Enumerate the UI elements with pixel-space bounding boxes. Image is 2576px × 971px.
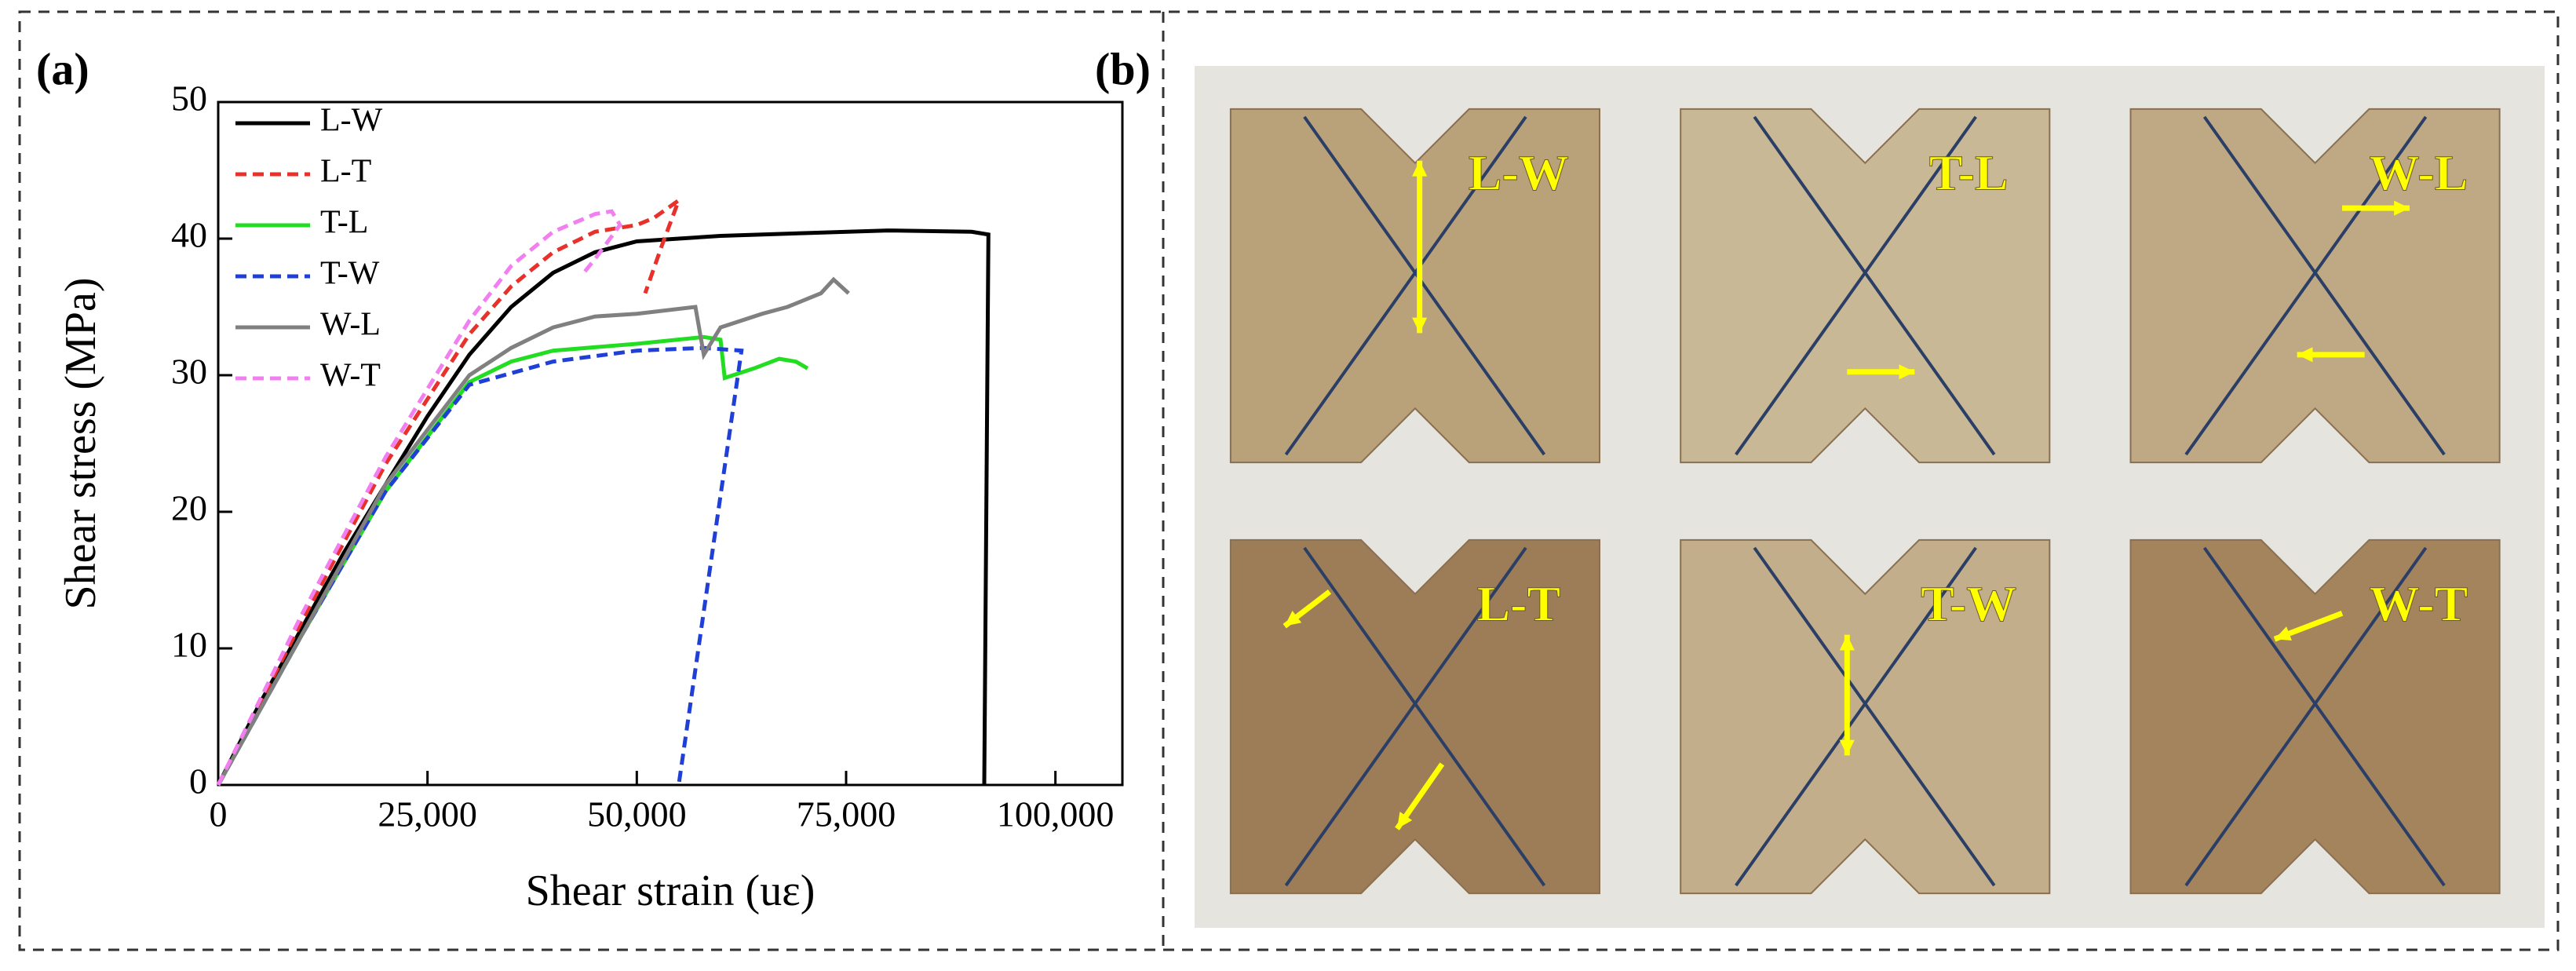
arrow-head <box>1839 739 1855 756</box>
legend-label: L-T <box>320 154 371 190</box>
y-tick-label: 30 <box>171 352 207 392</box>
panel-label: (a) <box>36 43 89 94</box>
specimen-marking <box>1303 115 1546 456</box>
x-tick-label: 75,000 <box>797 794 896 834</box>
specimen-marking <box>2202 546 2446 887</box>
specimen-label: L-T <box>1476 575 1560 631</box>
figure-border <box>18 10 2560 951</box>
arrow-head <box>1899 364 1915 380</box>
series-line <box>216 334 809 787</box>
arrow-head <box>1397 812 1413 829</box>
series-line <box>216 228 991 787</box>
specimen-marking <box>1735 115 1977 456</box>
specimen-marking <box>2184 115 2428 456</box>
specimen-marking <box>2202 115 2446 456</box>
panel-label: (b) <box>1095 43 1151 94</box>
arrow-head <box>1839 634 1855 651</box>
y-axis-label: Shear stress (MPa) <box>57 277 105 609</box>
y-tick-label: 40 <box>171 215 207 255</box>
legend-label: W-T <box>320 358 381 394</box>
specimen-marking <box>1303 546 1546 887</box>
specimen <box>1229 538 1600 895</box>
specimen-marking <box>2184 546 2428 887</box>
arrow-head <box>1412 160 1428 177</box>
series-line <box>216 209 623 787</box>
specimen-marking <box>1735 546 1977 887</box>
x-tick-label: 0 <box>210 794 228 834</box>
x-axis-label: Shear strain (uε) <box>526 867 815 915</box>
specimen-marking <box>1284 546 1527 887</box>
specimen-label: W-L <box>2370 144 2468 200</box>
legend-label: T-W <box>320 256 380 292</box>
series-line <box>216 345 744 787</box>
legend-label: L-W <box>320 103 383 139</box>
specimen-marking <box>1284 115 1527 456</box>
specimen-label: T-W <box>1921 575 2016 631</box>
specimen-marking <box>1753 115 1996 456</box>
plot-frame <box>217 100 1124 787</box>
y-tick-label: 50 <box>171 78 207 119</box>
legend-label: W-L <box>320 307 381 343</box>
series-line <box>216 195 683 787</box>
x-tick-label: 100,000 <box>997 794 1115 834</box>
y-tick-label: 0 <box>189 761 207 801</box>
arrow-head <box>1412 317 1428 334</box>
arrow-head <box>1284 611 1302 626</box>
y-tick-label: 10 <box>171 625 207 665</box>
series-line <box>216 276 850 787</box>
x-tick-label: 25,000 <box>378 794 477 834</box>
arrow-head <box>2394 200 2410 216</box>
specimen-label: L-W <box>1469 144 1569 200</box>
specimen <box>1680 538 2051 895</box>
specimen-marking <box>1753 546 1996 887</box>
arrow-head <box>2297 347 2313 363</box>
specimen <box>2129 538 2501 895</box>
y-tick-label: 20 <box>171 488 207 528</box>
specimen <box>1229 108 1600 464</box>
specimen-label: W-T <box>2370 575 2468 631</box>
legend-label: T-L <box>320 205 368 241</box>
arrow-head <box>2275 626 2292 641</box>
x-tick-label: 50,000 <box>587 794 687 834</box>
specimen <box>1680 108 2051 464</box>
specimen-label: T-L <box>1929 144 2009 200</box>
specimen <box>2129 108 2501 464</box>
